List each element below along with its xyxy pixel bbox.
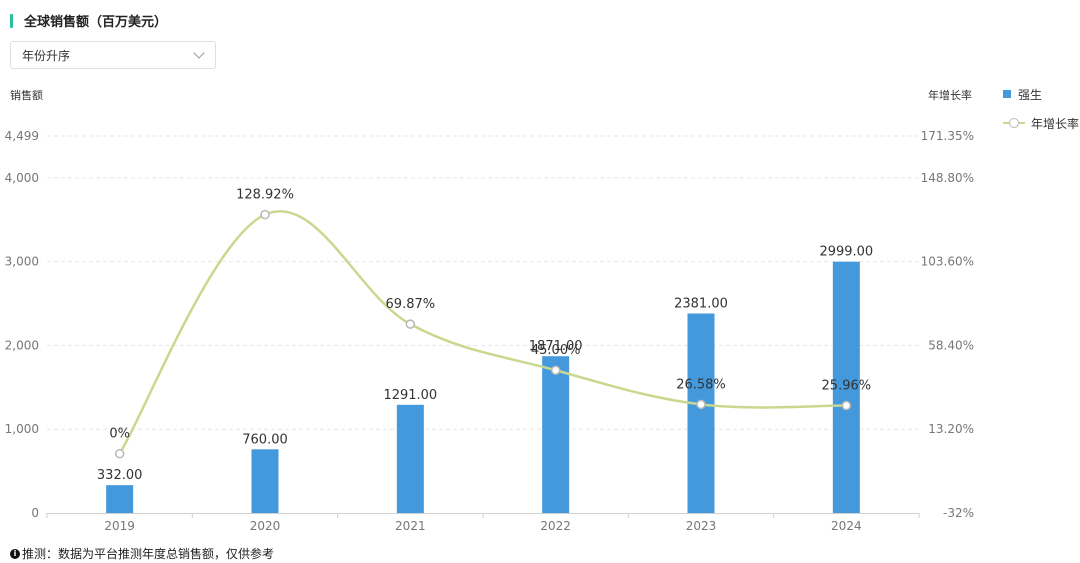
- legend-label-growth: 年增长率: [1031, 116, 1080, 131]
- growth-point: [114, 448, 125, 459]
- y-tick-label: 0: [31, 506, 39, 520]
- bar: [542, 356, 570, 513]
- bar-value-label: 760.00: [242, 432, 288, 447]
- growth-point: [696, 399, 706, 410]
- bar: [687, 313, 715, 513]
- bar: [832, 261, 860, 513]
- bar: [396, 404, 424, 513]
- bar: [251, 449, 279, 513]
- bar-value-label: 2381.00: [674, 296, 728, 311]
- y-tick-label: 3,000: [5, 255, 39, 269]
- legend-item-sales[interactable]: 强生: [1003, 86, 1079, 102]
- title-accent-bar: [10, 13, 13, 28]
- footnote: i 推测：数据为平台推测年度总销售额，仅供参考: [10, 545, 274, 562]
- y2-tick-label: 58.40%: [928, 338, 974, 352]
- growth-rate-line: [118, 210, 847, 455]
- bar-value-label: 332.00: [97, 468, 143, 483]
- left-axis-title: 销售额: [10, 89, 43, 102]
- bar: [106, 485, 134, 513]
- chart-title: 全球销售额（百万美元）: [24, 15, 168, 30]
- y2-tick-label: 103.60%: [921, 255, 974, 269]
- x-tick-label: 2024: [831, 519, 862, 533]
- y-tick-label: 2,000: [5, 338, 39, 352]
- x-tick-label: 2022: [540, 519, 571, 533]
- growth-value-label: 25.96%: [822, 379, 872, 394]
- legend-bar-swatch: [1003, 90, 1011, 98]
- growth-value-label: 26.58%: [676, 377, 726, 392]
- y2-tick-label: 148.80%: [921, 171, 974, 185]
- growth-point: [260, 209, 270, 220]
- growth-point: [405, 319, 416, 329]
- growth-point: [841, 400, 852, 411]
- y2-tick-label: -32%: [943, 506, 974, 520]
- legend-label-sales: 强生: [1018, 87, 1043, 102]
- legend-item-growth[interactable]: 年增长率: [1003, 115, 1079, 131]
- bar-value-label: 1291.00: [383, 388, 437, 403]
- x-tick-label: 2021: [395, 519, 426, 533]
- growth-value-label: 128.92%: [236, 188, 294, 203]
- growth-value-label: 0%: [109, 427, 130, 442]
- legend-line-swatch: [1003, 118, 1025, 128]
- y2-tick-label: 171.35%: [921, 129, 974, 143]
- growth-value-label: 45.00%: [531, 343, 581, 358]
- x-tick-label: 2020: [250, 519, 281, 533]
- chart-legend: 强生 年增长率: [1003, 86, 1079, 144]
- bar-value-label: 2999.00: [819, 245, 873, 260]
- bar-value-label: 1871.00: [529, 339, 583, 354]
- y-tick-label: 4,000: [5, 171, 39, 185]
- y-tick-label: 1,000: [5, 422, 39, 436]
- x-tick-label: 2019: [104, 519, 135, 533]
- growth-point: [550, 365, 561, 375]
- footnote-text: 推测：数据为平台推测年度总销售额，仅供参考: [22, 547, 275, 561]
- x-tick-label: 2023: [686, 519, 717, 533]
- sort-order-value: 年份升序: [22, 48, 71, 63]
- y2-tick-label: 13.20%: [928, 422, 974, 436]
- chart-header: 全球销售额（百万美元）: [10, 11, 167, 30]
- y-tick-label: 4,499: [5, 129, 39, 143]
- info-icon: i: [10, 548, 20, 559]
- growth-value-label: 69.87%: [386, 297, 436, 312]
- sort-order-select[interactable]: 年份升序: [10, 41, 216, 69]
- right-axis-title: 年增长率: [928, 89, 972, 102]
